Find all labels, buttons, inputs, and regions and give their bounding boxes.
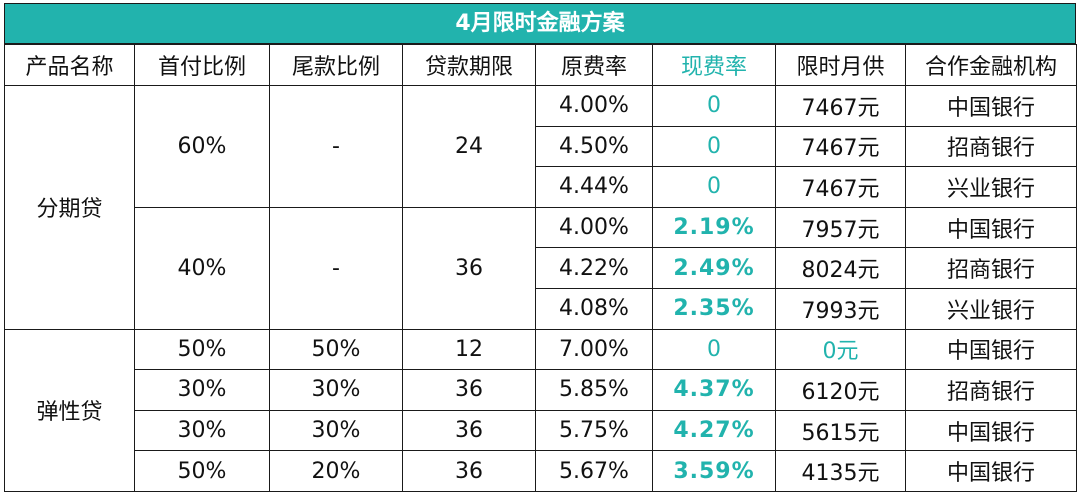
institution-cell: 招商银行 bbox=[905, 369, 1077, 411]
header-balloon-payment: 尾款比例 bbox=[269, 44, 403, 86]
table-row: 30% 30% 36 5.85% 4.37% 6120元 招商银行 bbox=[5, 369, 1077, 411]
balloon-payment-cell: - bbox=[269, 206, 403, 330]
loan-term-cell: 36 bbox=[402, 450, 536, 492]
header-current-rate: 现费率 bbox=[652, 44, 776, 86]
down-payment-cell: 30% bbox=[134, 409, 270, 452]
institution-cell: 中国银行 bbox=[905, 85, 1077, 127]
balloon-payment-cell: - bbox=[269, 85, 403, 208]
table-row: 弹性贷 50% 50% 12 7.00% 0 0元 中国银行 bbox=[4, 328, 1077, 492]
header-product-name: 产品名称 bbox=[4, 44, 135, 86]
header-monthly-payment: 限时月供 bbox=[775, 44, 906, 86]
table-header-row: 产品名称 首付比例 尾款比例 贷款期限 原费率 现费率 限时月供 合作金融机构 bbox=[4, 44, 1077, 86]
monthly-payment-cell: 7957元 bbox=[775, 206, 906, 249]
current-rate-cell: 0 bbox=[652, 328, 776, 371]
finance-table: 产品名称 首付比例 尾款比例 贷款期限 原费率 现费率 限时月供 合作金融机构 … bbox=[4, 44, 1077, 492]
table-row: 4.22% 2.49% 8024元 招商银行 bbox=[5, 247, 1077, 289]
monthly-payment-cell: 8024元 bbox=[775, 247, 906, 289]
original-rate-cell: 7.00% bbox=[535, 328, 653, 371]
original-rate-cell: 4.50% bbox=[535, 125, 653, 168]
monthly-payment-cell: 7467元 bbox=[775, 85, 906, 127]
loan-term-cell: 12 bbox=[402, 328, 536, 371]
loan-term-cell: 36 bbox=[402, 409, 536, 452]
balloon-payment-cell: 30% bbox=[269, 369, 403, 411]
original-rate-cell: 5.67% bbox=[535, 450, 653, 492]
loan-term-cell: 24 bbox=[402, 85, 536, 208]
monthly-payment-cell: 7467元 bbox=[775, 166, 906, 208]
page-title: 4月限时金融方案 bbox=[4, 3, 1076, 44]
institution-cell: 招商银行 bbox=[905, 125, 1077, 168]
balloon-payment-cell: 50% bbox=[269, 328, 403, 371]
finance-plan-sheet: 4月限时金融方案 产品名称 首付比例 尾款比例 贷款期限 原费率 现费率 限时月… bbox=[4, 3, 1077, 493]
institution-cell: 兴业银行 bbox=[905, 287, 1077, 330]
monthly-payment-cell: 7467元 bbox=[775, 125, 906, 168]
header-original-rate: 原费率 bbox=[535, 44, 653, 86]
table-row: 4.44% 0 7467元 兴业银行 bbox=[5, 166, 1077, 208]
table-row: 30% 30% 36 5.75% 4.27% 5615元 中国银行 bbox=[5, 409, 1077, 452]
monthly-payment-cell: 6120元 bbox=[775, 369, 906, 411]
monthly-payment-cell: 5615元 bbox=[775, 409, 906, 452]
institution-cell: 招商银行 bbox=[905, 247, 1077, 289]
product-name-cell: 弹性贷 bbox=[4, 328, 135, 492]
table-row: 40% - 36 4.00% 2.19% 7957元 中国银行 bbox=[5, 206, 1077, 330]
table-row: 4.08% 2.35% 7993元 兴业银行 bbox=[5, 287, 1077, 330]
down-payment-cell: 30% bbox=[134, 369, 270, 411]
table-row: 50% 20% 36 5.67% 3.59% 4135元 中国银行 bbox=[5, 450, 1077, 492]
loan-term-cell: 36 bbox=[402, 369, 536, 411]
current-rate-cell: 0 bbox=[652, 166, 776, 208]
down-payment-cell: 40% bbox=[134, 206, 270, 330]
current-rate-cell: 0 bbox=[652, 85, 776, 127]
table-row: 4.50% 0 7467元 招商银行 bbox=[5, 125, 1077, 168]
current-rate-cell: 2.35% bbox=[652, 287, 776, 330]
original-rate-cell: 4.08% bbox=[535, 287, 653, 330]
loan-term-cell: 36 bbox=[402, 206, 536, 330]
institution-cell: 中国银行 bbox=[905, 450, 1077, 492]
current-rate-cell: 4.37% bbox=[652, 369, 776, 411]
header-institution: 合作金融机构 bbox=[905, 44, 1077, 86]
institution-cell: 中国银行 bbox=[905, 328, 1077, 371]
table-row: 分期贷 60% - 24 4.00% 0 7467元 中国银行 bbox=[4, 85, 1077, 330]
original-rate-cell: 5.75% bbox=[535, 409, 653, 452]
monthly-payment-cell: 7993元 bbox=[775, 287, 906, 330]
original-rate-cell: 4.00% bbox=[535, 206, 653, 249]
current-rate-cell: 2.19% bbox=[652, 206, 776, 249]
original-rate-cell: 4.00% bbox=[535, 85, 653, 127]
monthly-payment-cell: 4135元 bbox=[775, 450, 906, 492]
down-payment-cell: 50% bbox=[134, 328, 270, 371]
down-payment-cell: 60% bbox=[134, 85, 270, 208]
institution-cell: 中国银行 bbox=[905, 206, 1077, 249]
down-payment-cell: 50% bbox=[134, 450, 270, 492]
header-loan-term: 贷款期限 bbox=[402, 44, 536, 86]
current-rate-cell: 3.59% bbox=[652, 450, 776, 492]
current-rate-cell: 2.49% bbox=[652, 247, 776, 289]
institution-cell: 兴业银行 bbox=[905, 166, 1077, 208]
header-down-payment: 首付比例 bbox=[134, 44, 270, 86]
product-name-cell: 分期贷 bbox=[4, 85, 135, 330]
original-rate-cell: 4.22% bbox=[535, 247, 653, 289]
current-rate-cell: 4.27% bbox=[652, 409, 776, 452]
monthly-payment-cell: 0元 bbox=[775, 328, 906, 371]
current-rate-cell: 0 bbox=[652, 125, 776, 168]
institution-cell: 中国银行 bbox=[905, 409, 1077, 452]
balloon-payment-cell: 30% bbox=[269, 409, 403, 452]
balloon-payment-cell: 20% bbox=[269, 450, 403, 492]
original-rate-cell: 5.85% bbox=[535, 369, 653, 411]
original-rate-cell: 4.44% bbox=[535, 166, 653, 208]
